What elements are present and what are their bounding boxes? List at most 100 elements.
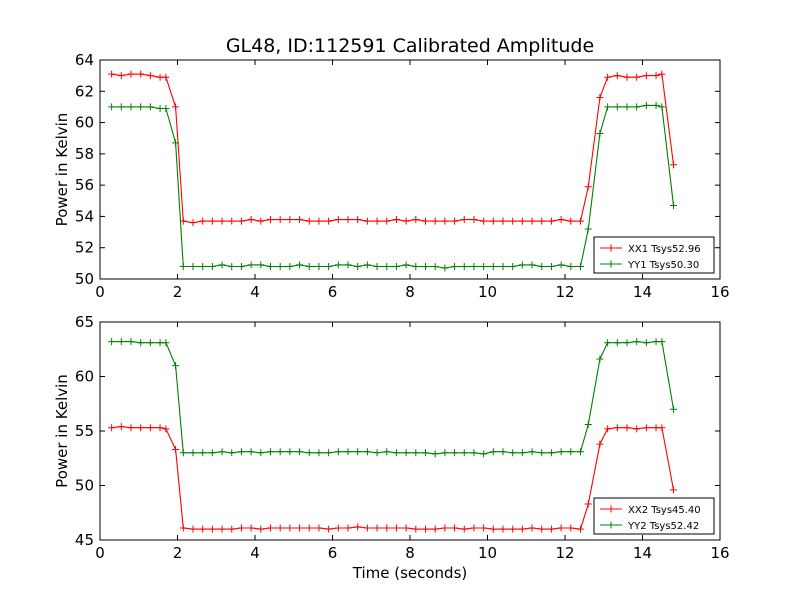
data-point xyxy=(189,262,197,270)
data-point xyxy=(480,262,488,270)
data-point xyxy=(392,262,400,270)
data-point xyxy=(276,262,284,270)
data-point xyxy=(499,448,507,456)
data-point xyxy=(247,448,255,456)
data-point xyxy=(137,103,145,111)
data-point xyxy=(613,72,621,80)
data-point xyxy=(334,216,342,224)
data-point xyxy=(179,524,187,532)
data-point xyxy=(108,103,116,111)
data-point xyxy=(363,261,371,269)
data-point xyxy=(658,338,666,346)
data-point xyxy=(596,94,604,102)
data-point xyxy=(470,449,478,457)
data-point xyxy=(431,262,439,270)
data-point xyxy=(557,524,565,532)
data-point xyxy=(499,525,507,533)
x-tick-label: 8 xyxy=(405,544,415,562)
data-point xyxy=(431,450,439,458)
data-point xyxy=(237,524,245,532)
legend-box xyxy=(593,497,715,535)
data-point xyxy=(528,261,536,269)
data-point xyxy=(604,425,612,433)
data-point xyxy=(623,424,631,432)
data-point xyxy=(276,216,284,224)
data-point xyxy=(567,217,575,225)
data-point xyxy=(228,449,236,457)
data-point xyxy=(538,525,546,533)
data-point xyxy=(189,219,197,227)
data-point xyxy=(613,103,621,111)
data-point xyxy=(460,525,468,533)
x-tick-label: 4 xyxy=(250,544,260,562)
data-point xyxy=(642,339,650,347)
data-point xyxy=(670,201,677,209)
legend-box xyxy=(593,236,715,274)
data-point xyxy=(354,448,362,456)
x-tick-label: 6 xyxy=(328,283,338,301)
data-point xyxy=(538,262,546,270)
data-point xyxy=(127,103,135,111)
data-point xyxy=(480,524,488,532)
data-point xyxy=(383,524,391,532)
data-point xyxy=(658,70,666,78)
data-point xyxy=(208,217,216,225)
x-tick-label: 14 xyxy=(633,283,652,301)
data-point xyxy=(137,339,145,347)
data-point xyxy=(392,524,400,532)
data-point xyxy=(354,523,362,531)
x-tick-label: 2 xyxy=(173,283,183,301)
data-point xyxy=(383,217,391,225)
data-point xyxy=(392,449,400,457)
y-tick-label: 64 xyxy=(75,51,94,69)
data-point xyxy=(354,216,362,224)
data-point xyxy=(117,72,125,80)
chart-title: GL48, ID:112591 Calibrated Amplitude xyxy=(226,35,594,57)
data-point xyxy=(596,130,604,138)
data-point xyxy=(470,262,478,270)
data-point xyxy=(286,216,294,224)
data-point xyxy=(172,362,180,370)
data-point xyxy=(267,216,274,224)
data-point xyxy=(146,424,154,432)
data-point xyxy=(146,72,154,80)
data-point xyxy=(422,217,429,225)
data-point xyxy=(489,448,497,456)
data-point xyxy=(325,217,333,225)
data-point xyxy=(557,216,565,224)
data-point xyxy=(557,448,565,456)
data-point xyxy=(584,183,592,191)
data-point xyxy=(460,449,468,457)
data-point xyxy=(146,339,154,347)
data-point xyxy=(305,449,313,457)
legend-marker xyxy=(607,260,615,268)
data-point xyxy=(431,525,439,533)
y-tick-label: 50 xyxy=(75,477,94,495)
data-point xyxy=(422,449,429,457)
data-point xyxy=(441,217,449,225)
data-point xyxy=(480,217,488,225)
data-point xyxy=(296,524,304,532)
data-point xyxy=(199,217,207,225)
data-point xyxy=(528,524,536,532)
data-point xyxy=(373,262,381,270)
data-point xyxy=(156,424,164,432)
data-point xyxy=(633,425,641,433)
y-tick-label: 50 xyxy=(75,270,94,288)
data-point xyxy=(208,449,216,457)
data-point xyxy=(567,262,575,270)
data-point xyxy=(451,449,459,457)
data-point xyxy=(460,262,468,270)
data-point xyxy=(286,448,294,456)
y-tick-label: 45 xyxy=(75,531,94,549)
data-point xyxy=(296,261,304,269)
data-point xyxy=(528,217,536,225)
data-point xyxy=(286,262,294,270)
data-point xyxy=(344,216,352,224)
data-point xyxy=(584,225,592,233)
data-point xyxy=(228,262,236,270)
data-point xyxy=(577,217,584,225)
data-point xyxy=(208,262,216,270)
data-point xyxy=(670,486,677,494)
data-point xyxy=(441,449,449,457)
